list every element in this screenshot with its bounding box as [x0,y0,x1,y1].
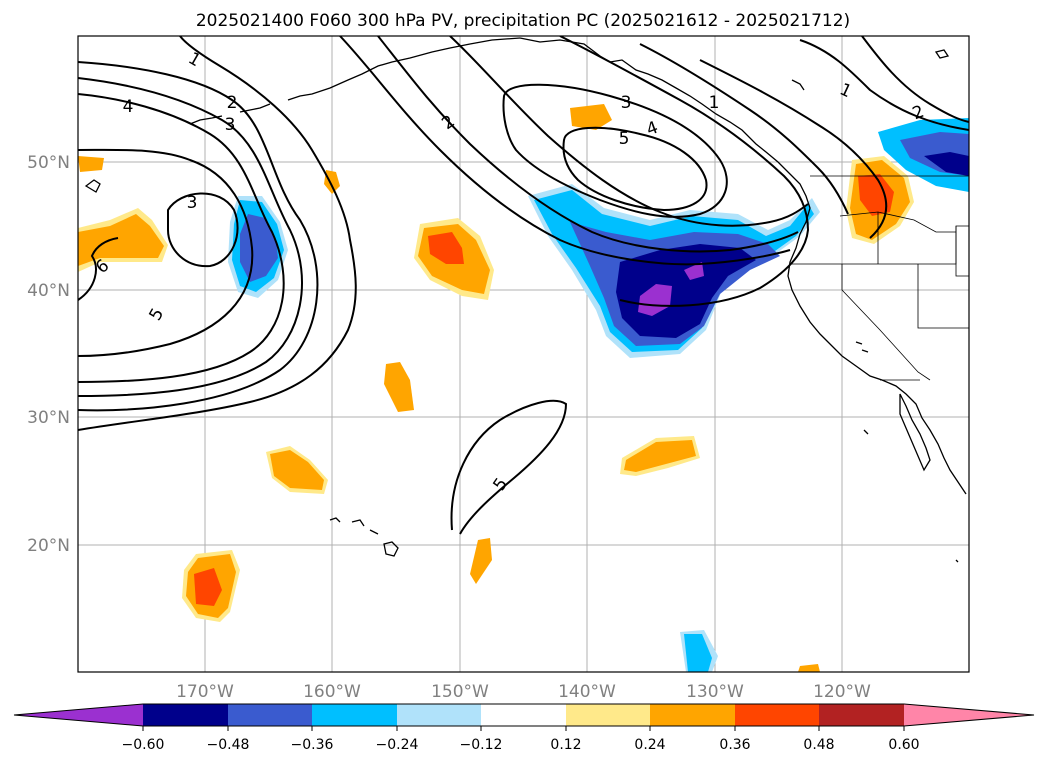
lon-label-160w: 160°W [303,682,361,702]
latitude-labels: 50°N 40°N 30°N 20°N [27,153,70,556]
colorbar-low-extension [14,704,143,726]
lon-label-130w: 130°W [686,682,744,702]
colorbar-tick-label: 0.60 [888,737,919,753]
precipitation-shading [78,104,969,672]
positive-anomaly-168w [266,446,328,494]
colorbar-ticks: −0.60 −0.48 −0.36 −0.24 −0.12 0.12 0.24 … [122,726,920,753]
colorbar-bin [143,704,228,726]
lat-label-20n: 20°N [27,536,70,556]
negative-anomaly-band [528,184,820,358]
lat-label-50n: 50°N [27,153,70,173]
positive-anomaly-118w [846,156,914,244]
lon-label-170w: 170°W [176,682,234,702]
colorbar-tick-label: −0.36 [291,737,334,753]
positive-anomaly-160w [324,170,340,194]
colorbar-bin [735,704,819,726]
colorbar-bin [650,704,735,726]
lat-label-30n: 30°N [27,408,70,428]
colorbar-bin [312,704,397,726]
colorbar [13,703,1035,727]
positive-anomaly-west [78,156,168,272]
positive-anomaly-155w [384,362,414,412]
contour-label: 3 [187,193,198,213]
contour-label: 3 [225,115,236,135]
positive-anomaly-150w [414,218,494,300]
lon-label-140w: 140°W [558,682,616,702]
coastlines [84,37,967,563]
figure-title: 2025021400 F060 300 hPa PV, precipitatio… [196,11,850,31]
plot-area: 1 2 3 4 5 6 2 3 4 5 1 2 1 3 5 [78,36,969,672]
contour-label: 4 [123,97,134,117]
colorbar-tick-label: −0.48 [207,737,250,753]
colorbar-bin [397,704,481,726]
positive-anomaly-148w [470,538,492,584]
longitude-labels: 170°W 160°W 150°W 140°W 130°W 120°W [176,682,871,702]
pv-contours [78,36,969,535]
contour-label: 3 [621,93,632,113]
positive-anomaly-170w [182,550,240,622]
negative-anomaly-northeast [878,118,969,192]
graticule [78,36,969,672]
positive-anomaly-bottom [798,664,820,672]
colorbar-tick-label: 0.24 [634,737,665,753]
colorbar-high-extension [904,704,1034,726]
colorbar-tick-label: 0.36 [719,737,750,753]
colorbar-bin [481,704,566,726]
lat-label-40n: 40°N [27,281,70,301]
contour-label: 1 [709,93,720,113]
colorbar-tick-label: 0.12 [550,737,581,753]
colorbar-tick-label: −0.12 [460,737,503,753]
plot-frame [77,35,970,673]
political-borders [790,175,969,381]
contour-label: 2 [227,93,238,113]
colorbar-bin [228,704,312,726]
lon-label-150w: 150°W [431,682,489,702]
positive-anomaly-133w [620,436,700,476]
colorbar-bin [819,704,904,726]
colorbar-bin [566,704,650,726]
positive-anomaly-140w [570,104,612,130]
lon-label-120w: 120°W [813,682,871,702]
colorbar-tick-label: −0.60 [122,737,165,753]
colorbar-tick-label: −0.24 [376,737,419,753]
contour-label: 5 [619,129,630,149]
colorbar-tick-label: 0.48 [803,737,834,753]
negative-anomaly-south [680,630,718,672]
